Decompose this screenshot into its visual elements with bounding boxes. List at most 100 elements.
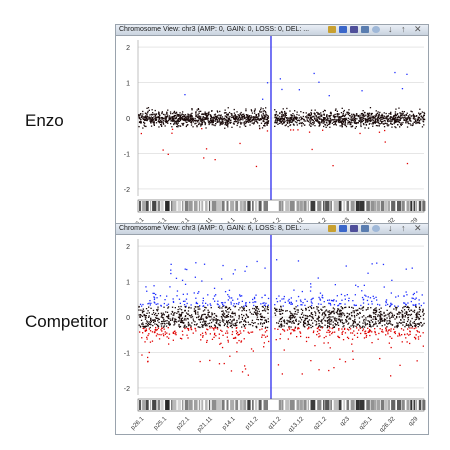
- data-point: [146, 119, 148, 121]
- data-point: [400, 122, 402, 124]
- pin-icon[interactable]: ↑: [401, 223, 406, 233]
- data-point: [377, 119, 379, 122]
- data-point: [281, 309, 283, 311]
- data-point: [382, 120, 384, 123]
- data-point: [374, 323, 376, 325]
- data-point: [266, 326, 269, 329]
- data-point: [397, 295, 399, 297]
- data-point: [258, 125, 261, 127]
- close-icon[interactable]: ✕: [414, 24, 422, 34]
- data-point: [144, 112, 147, 114]
- data-point: [217, 303, 219, 306]
- data-point: [266, 329, 268, 332]
- data-point: [404, 305, 406, 308]
- band-label: p25.1: [152, 415, 168, 431]
- data-point: [361, 114, 363, 116]
- data-point: [265, 112, 267, 114]
- image-icon[interactable]: [361, 26, 369, 33]
- data-point: [287, 338, 289, 340]
- image-icon[interactable]: [361, 225, 369, 232]
- data-point: [255, 114, 257, 116]
- data-point: [341, 319, 343, 321]
- data-point: [254, 322, 256, 324]
- data-point: [217, 121, 219, 123]
- data-point: [402, 314, 404, 316]
- data-point: [401, 311, 404, 313]
- data-point: [178, 323, 180, 326]
- data-point: [265, 302, 267, 304]
- data-point: [341, 126, 343, 128]
- window-titlebar[interactable]: Chromosome View: chr3 (AMP: 0, GAIN: 0, …: [116, 24, 428, 36]
- pin-icon[interactable]: ↑: [401, 24, 406, 34]
- data-point: [362, 299, 365, 301]
- data-point: [228, 111, 231, 114]
- data-point: [233, 303, 235, 305]
- data-point: [153, 301, 155, 303]
- data-point: [175, 318, 177, 321]
- data-point: [372, 311, 374, 314]
- data-point: [373, 324, 375, 326]
- data-point: [155, 116, 157, 118]
- data-point: [194, 310, 196, 312]
- data-point: [384, 117, 386, 120]
- minimize-icon[interactable]: ↓: [388, 24, 393, 34]
- data-point: [362, 306, 364, 309]
- data-point: [403, 119, 405, 121]
- window-titlebar[interactable]: Chromosome View: chr3 (AMP: 0, GAIN: 6, …: [116, 223, 428, 235]
- data-point: [283, 325, 285, 327]
- data-point: [156, 309, 158, 311]
- data-point: [170, 123, 172, 125]
- data-point: [212, 119, 214, 121]
- data-point: [368, 315, 370, 317]
- list-icon[interactable]: [339, 225, 347, 232]
- ideogram-band: [325, 201, 330, 211]
- data-point: [227, 122, 229, 124]
- data-point: [309, 120, 312, 122]
- data-point: [415, 327, 417, 329]
- data-point: [267, 312, 269, 314]
- data-point: [418, 313, 420, 316]
- data-point: [293, 116, 295, 118]
- data-point: [369, 297, 372, 299]
- data-point: [234, 312, 236, 314]
- bars-icon[interactable]: [350, 26, 358, 33]
- data-point: [147, 110, 149, 113]
- data-point: [390, 120, 392, 122]
- data-point: [205, 118, 207, 120]
- minimize-icon[interactable]: ↓: [388, 223, 393, 233]
- data-point: [320, 122, 322, 124]
- data-point: [395, 108, 397, 110]
- data-point: [422, 332, 424, 334]
- data-point: [139, 122, 142, 124]
- data-point: [188, 114, 190, 116]
- data-point: [310, 125, 312, 127]
- data-point: [251, 319, 254, 321]
- data-point: [185, 305, 187, 307]
- data-point: [409, 324, 411, 327]
- data-point: [387, 323, 389, 325]
- data-point: [146, 107, 148, 109]
- data-point: [323, 121, 326, 123]
- list-icon[interactable]: [339, 26, 347, 33]
- data-point: [156, 117, 158, 119]
- data-point: [323, 311, 326, 313]
- close-icon[interactable]: ✕: [414, 223, 422, 233]
- info-icon[interactable]: [372, 225, 380, 232]
- data-point: [336, 110, 338, 112]
- data-point: [181, 118, 183, 120]
- data-point: [242, 119, 244, 121]
- data-point: [418, 121, 420, 124]
- data-point: [253, 123, 255, 125]
- data-point: [264, 308, 266, 310]
- chart-icon[interactable]: [328, 26, 336, 33]
- data-point: [278, 122, 280, 124]
- data-point: [152, 324, 154, 327]
- data-point: [178, 115, 180, 117]
- bars-icon[interactable]: [350, 225, 358, 232]
- data-point: [412, 113, 415, 115]
- chart-icon[interactable]: [328, 225, 336, 232]
- data-point: [360, 332, 362, 335]
- data-point: [153, 331, 156, 333]
- ideogram-band: [278, 400, 282, 410]
- info-icon[interactable]: [372, 26, 380, 33]
